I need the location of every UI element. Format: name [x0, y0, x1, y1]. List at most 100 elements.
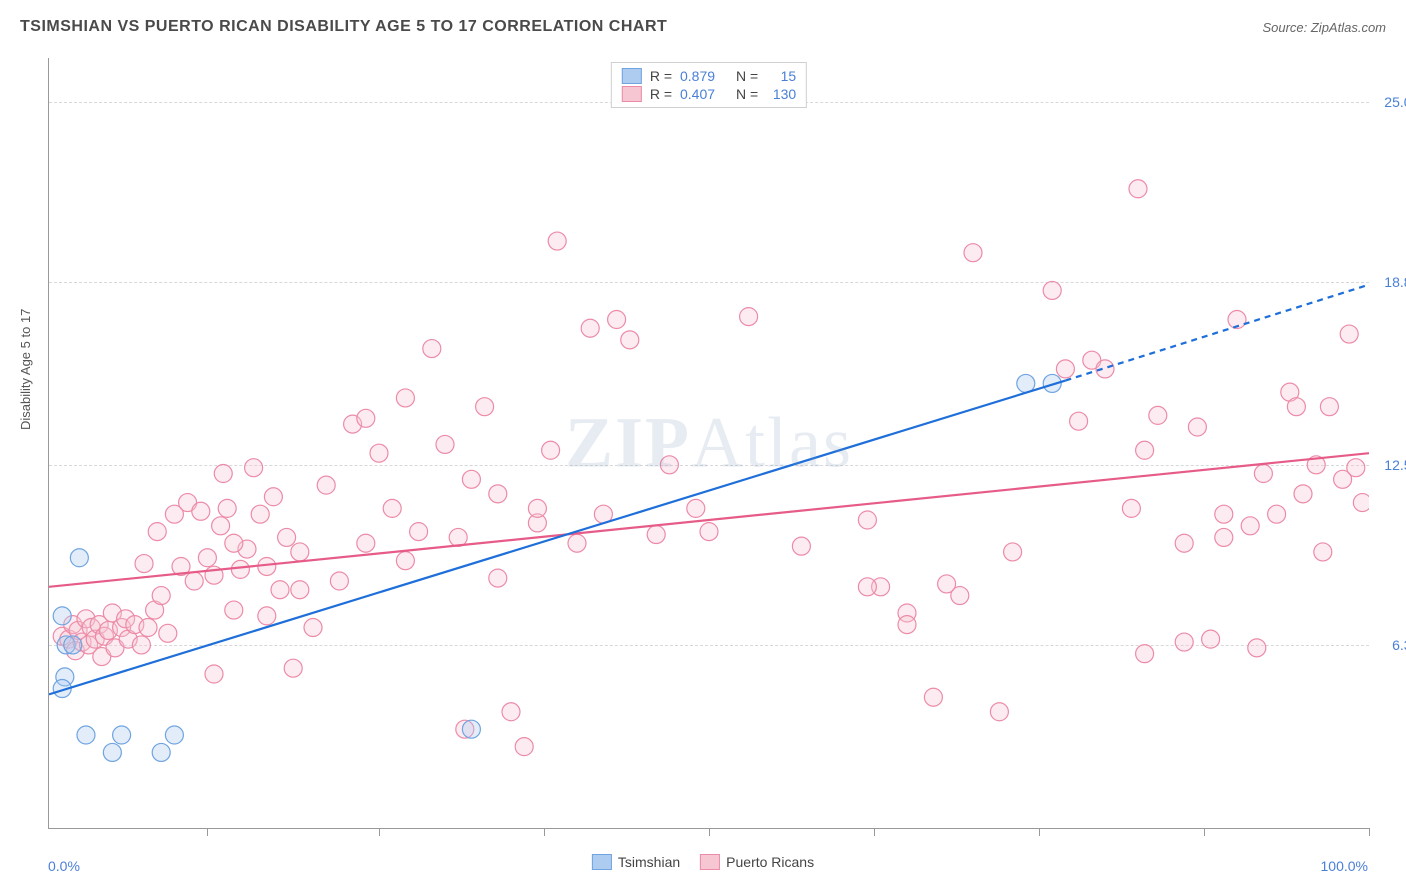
data-point	[245, 459, 263, 477]
data-point	[700, 523, 718, 541]
plot-area: ZIPAtlas R = 0.879 N = 15 R = 0.407 N = …	[48, 58, 1369, 829]
data-point	[225, 534, 243, 552]
data-point	[1136, 645, 1154, 663]
data-point	[1122, 499, 1140, 517]
data-point	[858, 511, 876, 529]
trend-line	[1065, 285, 1369, 381]
data-point	[660, 456, 678, 474]
data-point	[938, 575, 956, 593]
y-tick-label: 18.8%	[1384, 274, 1406, 290]
data-point	[1248, 639, 1266, 657]
data-point	[357, 409, 375, 427]
data-point	[330, 572, 348, 590]
data-point	[410, 523, 428, 541]
data-point	[1004, 543, 1022, 561]
data-point	[1241, 517, 1259, 535]
data-point	[212, 517, 230, 535]
y-tick-label: 12.5%	[1384, 457, 1406, 473]
x-axis-max-label: 100.0%	[1321, 858, 1368, 874]
data-point	[990, 703, 1008, 721]
data-point	[205, 665, 223, 683]
data-point	[258, 607, 276, 625]
legend-row-puerto-ricans: R = 0.407 N = 130	[622, 85, 796, 103]
data-point	[1136, 441, 1154, 459]
y-axis-label: Disability Age 5 to 17	[18, 309, 33, 430]
data-point	[139, 619, 157, 637]
y-tick-label: 25.0%	[1384, 94, 1406, 110]
data-point	[152, 743, 170, 761]
legend-label: Puerto Ricans	[726, 854, 814, 870]
legend-label: Tsimshian	[618, 854, 680, 870]
data-point	[687, 499, 705, 517]
data-point	[1056, 360, 1074, 378]
data-point	[396, 552, 414, 570]
data-point	[1347, 459, 1365, 477]
data-point	[291, 543, 309, 561]
x-tick	[207, 828, 208, 836]
data-point	[271, 581, 289, 599]
data-point	[304, 619, 322, 637]
data-point	[357, 534, 375, 552]
data-point	[225, 601, 243, 619]
legend-item-puerto-ricans: Puerto Ricans	[700, 854, 814, 870]
x-tick	[1204, 828, 1205, 836]
data-point	[489, 485, 507, 503]
data-point	[214, 465, 232, 483]
data-point	[198, 549, 216, 567]
data-point	[1340, 325, 1358, 343]
data-point	[1175, 534, 1193, 552]
swatch-icon	[592, 854, 612, 870]
data-point	[423, 340, 441, 358]
swatch-icon	[700, 854, 720, 870]
x-axis-min-label: 0.0%	[48, 858, 80, 874]
data-point	[152, 587, 170, 605]
correlation-legend: R = 0.879 N = 15 R = 0.407 N = 130	[611, 62, 807, 108]
data-point	[1320, 398, 1338, 416]
data-point	[370, 444, 388, 462]
data-point	[1215, 528, 1233, 546]
data-point	[77, 726, 95, 744]
data-point	[476, 398, 494, 416]
data-point	[1215, 505, 1233, 523]
data-point	[1070, 412, 1088, 430]
data-point	[1287, 398, 1305, 416]
data-point	[436, 435, 454, 453]
chart-title: TSIMSHIAN VS PUERTO RICAN DISABILITY AGE…	[20, 18, 667, 36]
data-point	[581, 319, 599, 337]
x-tick	[1039, 828, 1040, 836]
data-point	[1149, 406, 1167, 424]
data-point	[1175, 633, 1193, 651]
chart-svg	[49, 58, 1369, 828]
data-point	[103, 743, 121, 761]
data-point	[1294, 485, 1312, 503]
data-point	[515, 738, 533, 756]
data-point	[185, 572, 203, 590]
data-point	[502, 703, 520, 721]
data-point	[165, 726, 183, 744]
data-point	[291, 581, 309, 599]
data-point	[647, 526, 665, 544]
data-point	[462, 470, 480, 488]
x-tick	[1369, 828, 1370, 836]
data-point	[132, 636, 150, 654]
data-point	[964, 244, 982, 262]
data-point	[1043, 281, 1061, 299]
data-point	[568, 534, 586, 552]
data-point	[148, 523, 166, 541]
legend-row-tsimshian: R = 0.879 N = 15	[622, 67, 796, 85]
data-point	[135, 555, 153, 573]
data-point	[1129, 180, 1147, 198]
data-point	[231, 560, 249, 578]
swatch-icon	[622, 68, 642, 84]
data-point	[489, 569, 507, 587]
data-point	[858, 578, 876, 596]
x-tick	[544, 828, 545, 836]
data-point	[528, 499, 546, 517]
data-point	[1314, 543, 1332, 561]
data-point	[70, 549, 88, 567]
data-point	[608, 311, 626, 329]
data-point	[264, 488, 282, 506]
data-point	[251, 505, 269, 523]
data-point	[740, 308, 758, 326]
data-point	[792, 537, 810, 555]
